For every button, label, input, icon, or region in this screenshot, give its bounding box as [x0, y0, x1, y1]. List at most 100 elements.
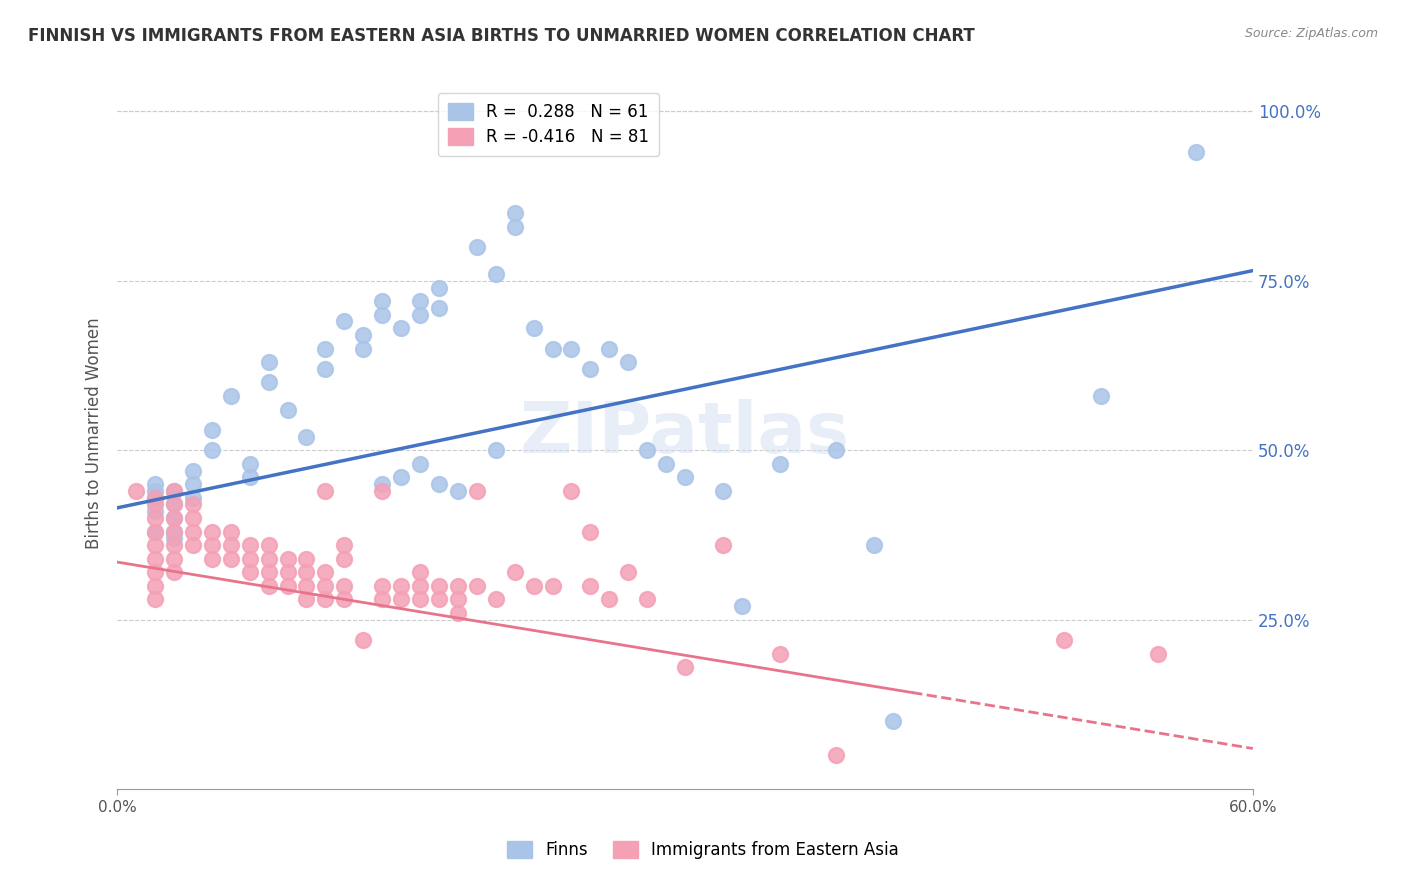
Point	[427, 592, 450, 607]
Point	[219, 538, 242, 552]
Point	[560, 483, 582, 498]
Point	[503, 219, 526, 234]
Point	[371, 483, 394, 498]
Point	[409, 592, 432, 607]
Point	[295, 579, 318, 593]
Point	[143, 477, 166, 491]
Point	[485, 267, 508, 281]
Point	[409, 566, 432, 580]
Point	[143, 524, 166, 539]
Point	[617, 355, 640, 369]
Point	[181, 498, 204, 512]
Point	[352, 633, 374, 648]
Point	[257, 579, 280, 593]
Point	[277, 579, 299, 593]
Point	[314, 579, 336, 593]
Point	[825, 443, 848, 458]
Point	[503, 566, 526, 580]
Point	[239, 538, 262, 552]
Point	[257, 355, 280, 369]
Point	[333, 551, 356, 566]
Point	[143, 504, 166, 518]
Point	[314, 592, 336, 607]
Point	[277, 551, 299, 566]
Point	[257, 566, 280, 580]
Point	[579, 579, 602, 593]
Point	[769, 457, 792, 471]
Point	[863, 538, 886, 552]
Point	[711, 483, 734, 498]
Point	[389, 321, 412, 335]
Point	[201, 423, 224, 437]
Point	[163, 551, 186, 566]
Point	[427, 477, 450, 491]
Point	[541, 579, 564, 593]
Point	[219, 551, 242, 566]
Point	[181, 491, 204, 505]
Point	[181, 511, 204, 525]
Point	[409, 579, 432, 593]
Point	[181, 538, 204, 552]
Point	[143, 483, 166, 498]
Point	[673, 470, 696, 484]
Point	[163, 538, 186, 552]
Point	[219, 389, 242, 403]
Point	[143, 524, 166, 539]
Point	[257, 551, 280, 566]
Point	[503, 206, 526, 220]
Point	[409, 457, 432, 471]
Point	[163, 483, 186, 498]
Point	[333, 314, 356, 328]
Point	[181, 524, 204, 539]
Point	[636, 592, 658, 607]
Point	[352, 342, 374, 356]
Point	[181, 464, 204, 478]
Point	[389, 579, 412, 593]
Point	[239, 566, 262, 580]
Text: ZIPatlas: ZIPatlas	[520, 399, 851, 467]
Point	[447, 483, 470, 498]
Point	[163, 524, 186, 539]
Point	[143, 498, 166, 512]
Point	[882, 714, 904, 729]
Point	[143, 592, 166, 607]
Point	[295, 551, 318, 566]
Point	[409, 294, 432, 309]
Point	[371, 477, 394, 491]
Point	[427, 280, 450, 294]
Point	[201, 443, 224, 458]
Point	[143, 491, 166, 505]
Point	[143, 511, 166, 525]
Point	[523, 321, 546, 335]
Point	[485, 443, 508, 458]
Point	[560, 342, 582, 356]
Point	[201, 524, 224, 539]
Point	[409, 308, 432, 322]
Point	[163, 511, 186, 525]
Point	[465, 483, 488, 498]
Point	[711, 538, 734, 552]
Point	[673, 660, 696, 674]
Point	[163, 511, 186, 525]
Point	[825, 748, 848, 763]
Point	[1090, 389, 1112, 403]
Point	[239, 470, 262, 484]
Point	[333, 592, 356, 607]
Point	[655, 457, 678, 471]
Point	[143, 491, 166, 505]
Point	[427, 579, 450, 593]
Point	[143, 579, 166, 593]
Point	[163, 498, 186, 512]
Point	[295, 430, 318, 444]
Point	[163, 483, 186, 498]
Point	[239, 457, 262, 471]
Point	[371, 294, 394, 309]
Point	[371, 579, 394, 593]
Point	[239, 551, 262, 566]
Point	[579, 362, 602, 376]
Point	[163, 524, 186, 539]
Text: Source: ZipAtlas.com: Source: ZipAtlas.com	[1244, 27, 1378, 40]
Point	[333, 579, 356, 593]
Point	[389, 592, 412, 607]
Point	[371, 592, 394, 607]
